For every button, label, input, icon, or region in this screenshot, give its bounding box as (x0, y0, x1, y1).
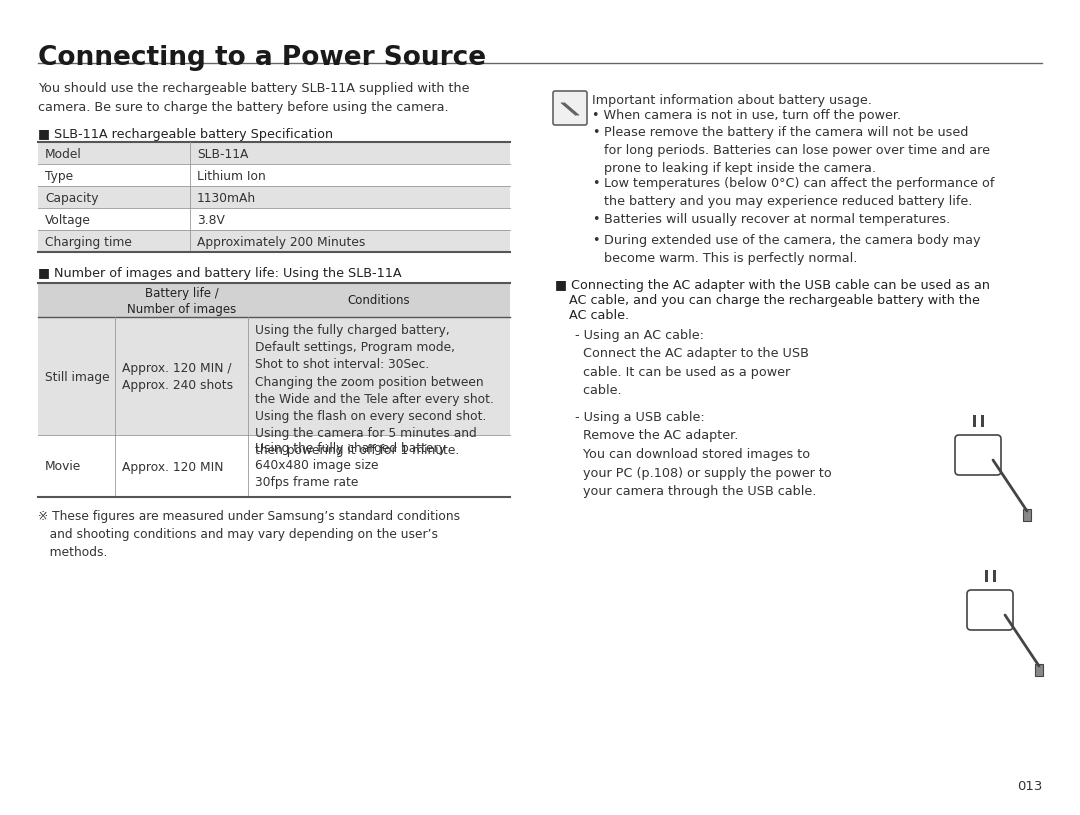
Text: •: • (592, 214, 599, 227)
Text: Lithium Ion: Lithium Ion (197, 170, 266, 183)
Bar (38, 208, 510, 230)
Text: Capacity: Capacity (45, 192, 98, 205)
Text: During extended use of the camera, the camera body may
become warm. This is perf: During extended use of the camera, the c… (604, 234, 981, 265)
Text: 3.8V: 3.8V (197, 214, 225, 227)
Text: ■ Number of images and battery life: Using the SLB-11A: ■ Number of images and battery life: Usi… (38, 267, 402, 280)
Bar (972, 415, 975, 427)
Text: ■ SLB-11A rechargeable battery Specification: ■ SLB-11A rechargeable battery Specifica… (38, 128, 333, 141)
Bar (1023, 509, 1031, 521)
Text: •: • (592, 126, 599, 139)
Text: •: • (592, 234, 599, 247)
Text: •: • (592, 178, 599, 191)
Text: Movie: Movie (45, 460, 81, 474)
FancyBboxPatch shape (553, 91, 588, 125)
Text: Approximately 200 Minutes: Approximately 200 Minutes (197, 236, 365, 249)
Text: 1130mAh: 1130mAh (197, 192, 256, 205)
Bar (38, 142, 510, 164)
Bar (1035, 664, 1043, 676)
Text: You should use the rechargeable battery SLB-11A supplied with the
camera. Be sur: You should use the rechargeable battery … (38, 82, 470, 113)
Bar (38, 317, 510, 435)
Text: Connecting to a Power Source: Connecting to a Power Source (38, 45, 486, 71)
Text: ■ Connecting the AC adapter with the USB cable can be used as an: ■ Connecting the AC adapter with the USB… (555, 279, 990, 292)
Text: Using the fully charged battery
640x480 image size
30fps frame rate: Using the fully charged battery 640x480 … (255, 442, 446, 489)
Bar (38, 164, 510, 186)
Text: • When camera is not in use, turn off the power.: • When camera is not in use, turn off th… (592, 109, 901, 122)
Text: Model: Model (45, 148, 82, 161)
Bar (38, 230, 510, 252)
Bar (38, 283, 510, 317)
Text: - Using a USB cable:
  Remove the AC adapter.
  You can download stored images t: - Using a USB cable: Remove the AC adapt… (575, 411, 832, 498)
Text: Still image: Still image (45, 371, 110, 384)
Text: - Using an AC cable:
  Connect the AC adapter to the USB
  cable. It can be used: - Using an AC cable: Connect the AC adap… (575, 329, 809, 398)
Text: 013: 013 (1016, 780, 1042, 793)
Text: SLB-11A: SLB-11A (197, 148, 248, 161)
Text: Type: Type (45, 170, 73, 183)
Text: Approx. 120 MIN /
Approx. 240 shots: Approx. 120 MIN / Approx. 240 shots (122, 362, 233, 392)
Text: Charging time: Charging time (45, 236, 132, 249)
Bar (38, 435, 510, 497)
Text: Voltage: Voltage (45, 214, 91, 227)
Bar (38, 186, 510, 208)
Text: Conditions: Conditions (348, 294, 410, 307)
Text: Batteries will usually recover at normal temperatures.: Batteries will usually recover at normal… (604, 214, 950, 227)
Text: Approx. 120 MIN: Approx. 120 MIN (122, 460, 224, 474)
FancyBboxPatch shape (955, 435, 1001, 475)
Text: Please remove the battery if the camera will not be used
for long periods. Batte: Please remove the battery if the camera … (604, 126, 990, 175)
Bar (993, 570, 996, 582)
Text: Battery life /
Number of images: Battery life / Number of images (126, 287, 237, 315)
Bar (985, 570, 987, 582)
Text: AC cable.: AC cable. (569, 309, 630, 322)
Text: ※ These figures are measured under Samsung’s standard conditions
   and shooting: ※ These figures are measured under Samsu… (38, 510, 460, 559)
Text: Using the fully charged battery,
Default settings, Program mode,
Shot to shot in: Using the fully charged battery, Default… (255, 324, 494, 457)
Bar (981, 415, 984, 427)
FancyBboxPatch shape (967, 590, 1013, 630)
Text: AC cable, and you can charge the rechargeable battery with the: AC cable, and you can charge the recharg… (569, 294, 980, 307)
Text: Low temperatures (below 0°C) can affect the performance of
the battery and you m: Low temperatures (below 0°C) can affect … (604, 178, 995, 209)
Text: Important information about battery usage.: Important information about battery usag… (592, 94, 872, 107)
